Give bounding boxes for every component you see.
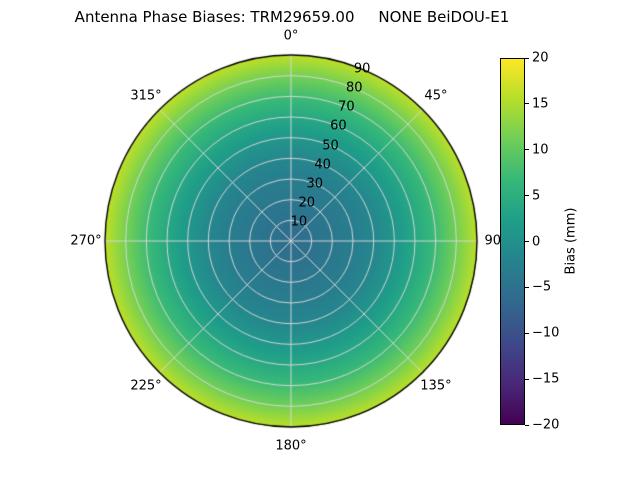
colorbar-tick-label: 15 — [532, 96, 549, 112]
colorbar-tick-mark — [525, 57, 529, 59]
colorbar-tick-mark — [525, 149, 529, 151]
colorbar-tick-mark — [525, 195, 529, 197]
angular-tick-label: 135° — [420, 378, 452, 394]
angular-tick-label: 270° — [70, 233, 102, 249]
radial-tick-label: 20 — [298, 195, 316, 211]
colorbar-tick-mark — [525, 424, 529, 426]
colorbar-tick-label: −5 — [532, 279, 552, 295]
radial-tick-label: 10 — [290, 214, 308, 230]
radial-tick-label: 80 — [345, 80, 363, 96]
colorbar-tick-label: 10 — [532, 142, 549, 158]
colorbar-tick-mark — [525, 241, 529, 242]
colorbar-tick-label: 20 — [532, 50, 549, 66]
radial-tick-label: 60 — [330, 118, 347, 134]
colorbar-tick-mark — [525, 332, 529, 334]
colorbar-tick-label: −15 — [532, 371, 560, 387]
colorbar-tick-label: 0 — [532, 234, 541, 249]
colorbar-tick-mark — [525, 103, 529, 105]
radial-tick-label: 70 — [338, 99, 355, 115]
angular-tick-label: 0° — [283, 28, 299, 44]
radial-tick-label: 40 — [314, 157, 331, 173]
angular-tick-label: 180° — [275, 438, 307, 454]
colorbar-tick-label: −20 — [532, 417, 560, 433]
colorbar-tick-mark — [525, 286, 529, 288]
colorbar — [500, 58, 525, 425]
radial-tick-label: 50 — [322, 138, 339, 154]
angular-tick-label: 225° — [130, 378, 162, 394]
colorbar-tick-label: 5 — [532, 188, 541, 204]
colorbar-tick-mark — [525, 378, 529, 380]
angular-tick-label: 315° — [130, 88, 162, 104]
colorbar-tick-label: −10 — [532, 325, 560, 341]
radial-tick-label: 30 — [306, 176, 323, 192]
angular-tick-label: 45° — [424, 88, 448, 104]
colorbar-label: Bias (mm) — [563, 207, 579, 275]
radial-tick-label: 90 — [353, 61, 371, 77]
